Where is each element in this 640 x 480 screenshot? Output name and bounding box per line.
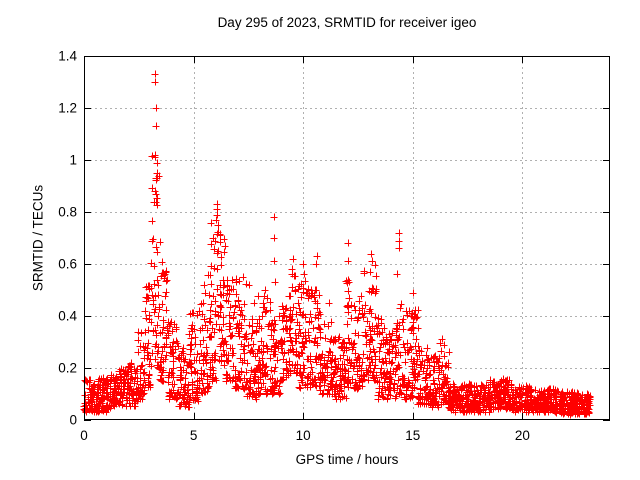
x-tick-label: 10: [295, 428, 311, 443]
chart-title: Day 295 of 2023, SRMTID for receiver ige…: [217, 15, 477, 30]
y-tick-label: 0.4: [58, 308, 77, 324]
y-tick-label: 1.2: [58, 100, 77, 116]
y-tick-label: 0.6: [58, 256, 77, 272]
plot-border: [84, 56, 610, 420]
y-tick-label: 0: [69, 412, 77, 428]
y-tick-label: 1.4: [58, 48, 77, 64]
x-tick-label: 5: [189, 428, 198, 443]
tick-marks: [84, 56, 610, 421]
scatter-points: [80, 70, 594, 419]
x-tick-label: 20: [514, 428, 530, 443]
grid-lines: [85, 57, 609, 419]
y-tick-label: 1: [69, 152, 77, 168]
y-tick-label: 0.8: [58, 204, 77, 220]
x-axis-label: GPS time / hours: [295, 452, 399, 467]
x-tick-label: 0: [80, 428, 88, 443]
y-tick-label: 0.2: [58, 360, 77, 376]
x-tick-label: 15: [405, 428, 421, 443]
y-axis-label: SRMTID / TECUs: [30, 184, 46, 292]
